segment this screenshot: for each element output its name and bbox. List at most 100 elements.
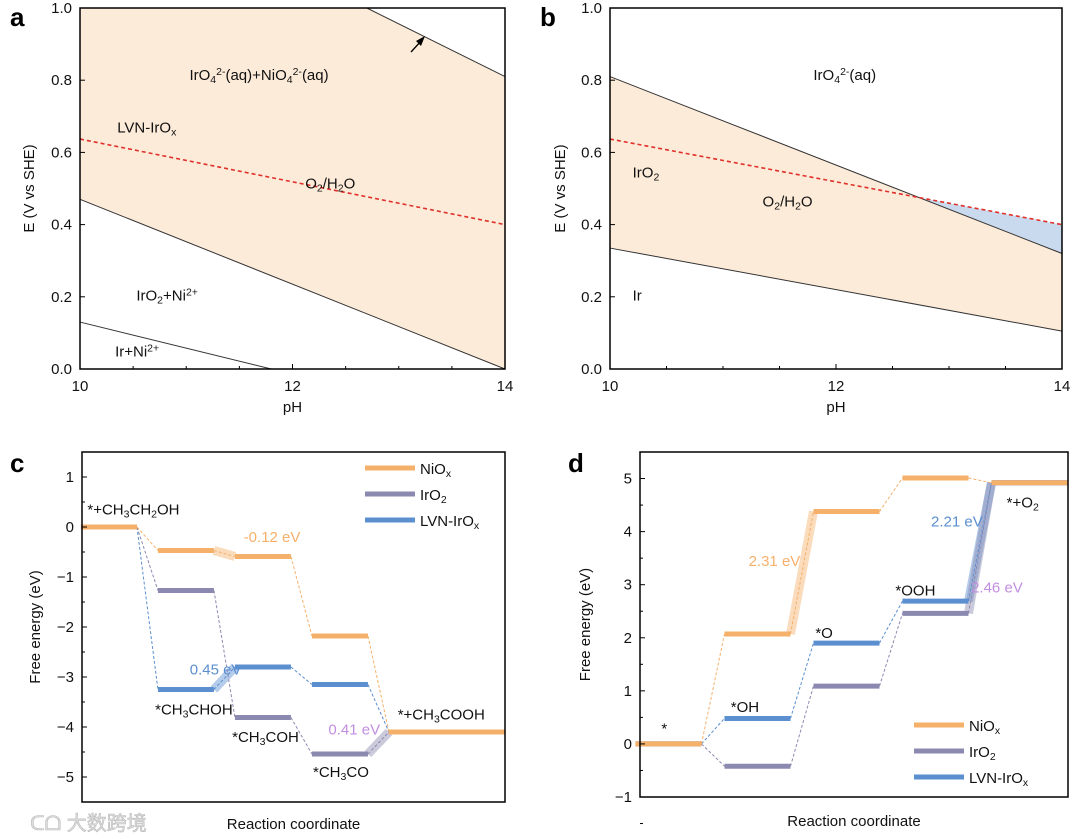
x-tick-label: 10 — [602, 378, 619, 395]
y-tick-label: 0.4 — [581, 217, 602, 234]
boundary-line — [609, 76, 1063, 254]
barrier-label: 2.21 eV — [931, 513, 983, 530]
connector-line — [213, 666, 236, 690]
plot-frame — [609, 7, 1063, 370]
intermediate-label: *+CH3CH2OH — [87, 502, 179, 521]
y-tick-label: 3 — [624, 577, 632, 594]
plot-frame — [639, 451, 1069, 798]
panel-letter: c — [10, 448, 24, 478]
boundary-line — [79, 198, 506, 370]
barrier-label: 2.31 eV — [749, 553, 801, 570]
y-tick-label: 0 — [66, 519, 74, 536]
arrow-head-icon — [416, 36, 425, 46]
y-tick-label: 0.6 — [581, 144, 602, 161]
connector-line — [879, 600, 903, 644]
connector-line — [290, 556, 313, 637]
y-tick-label: −3 — [57, 669, 74, 686]
legend-label: LVN-IrOx — [420, 513, 480, 532]
connector-line — [701, 718, 725, 745]
y-tick-label: 1.0 — [51, 0, 72, 17]
intermediate-label: *O — [815, 625, 833, 642]
boundary-line — [366, 7, 506, 78]
connector-line — [790, 642, 814, 719]
connector-line — [879, 613, 903, 687]
connector-line — [136, 526, 159, 591]
x-axis-label: Reaction coordinate — [787, 813, 920, 830]
intermediate-label: *OOH — [895, 582, 935, 599]
region-label: IrO2+Ni2+ — [136, 286, 198, 306]
y-tick-label: −4 — [57, 719, 74, 736]
x-axis-label: pH — [826, 399, 845, 416]
connector-line — [789, 511, 814, 635]
legend-label: LVN-IrOx — [969, 770, 1029, 789]
connector-line — [879, 477, 903, 512]
region-label: O2/H2O — [305, 176, 355, 195]
y-tick-label: 1 — [624, 683, 632, 700]
connector-line — [967, 482, 992, 614]
y-tick-label: 4 — [624, 524, 632, 541]
connector-line — [213, 590, 236, 718]
connector-line — [700, 633, 725, 745]
panel-letter: a — [10, 2, 25, 32]
y-tick-label: −2 — [57, 619, 74, 636]
y-axis-label: E (V vs SHE) — [21, 144, 38, 232]
region-label: IrO2 — [633, 165, 660, 184]
panel-letter: d — [568, 448, 584, 478]
barrier-label: 0.45 eV — [190, 662, 242, 679]
region-label: IrO42-(aq) — [813, 66, 876, 86]
y-tick-label: 1 — [66, 469, 74, 486]
legend-label: IrO2 — [420, 487, 447, 506]
intermediate-label: *CH3CO — [313, 764, 369, 783]
y-tick-label: 0.6 — [51, 144, 72, 161]
region-label: Ir+Ni2+ — [115, 342, 159, 360]
y-tick-label: 0.2 — [581, 289, 602, 306]
panel-c: c -0.12 eV 0.45 eV 0.41 eV *+CH3CH2OH *CH3CHO… — [10, 448, 506, 833]
y-tick-label: −1 — [57, 569, 74, 586]
y-tick-label: 0 — [624, 736, 632, 753]
x-axis-label: Reaction coordinate — [227, 816, 360, 833]
intermediate-label: *CH3COH — [232, 729, 299, 748]
connector-line — [290, 666, 313, 685]
y-tick-label: 0.0 — [51, 361, 72, 378]
connector-line — [136, 526, 159, 690]
intermediate-label: *+CH3COOH — [398, 707, 485, 726]
region-label: O2/H2O — [763, 194, 813, 213]
y-tick-label: 0.2 — [51, 289, 72, 306]
y-tick-label: 0.0 — [581, 361, 602, 378]
barrier-label: -0.12 eV — [244, 529, 301, 546]
legend-label: NiOx — [969, 718, 1001, 737]
plot-frame — [81, 451, 506, 803]
y-tick-label: 2 — [624, 630, 632, 647]
connector-line — [367, 731, 390, 755]
connector-line — [367, 684, 390, 733]
connector-line — [213, 550, 236, 557]
y-tick-label: 0.4 — [51, 217, 72, 234]
stability-region-fill — [80, 8, 505, 369]
y-axis-label: Free energy (eV) — [577, 568, 594, 681]
connector-line — [968, 477, 992, 484]
barrier-label: 2.46 eV — [971, 580, 1023, 597]
connector-line — [701, 743, 725, 767]
connector-line — [367, 635, 390, 733]
x-tick-label: 12 — [828, 378, 845, 395]
o2-h2o-line — [79, 138, 506, 226]
region-label: IrO42-(aq)+NiO42-(aq) — [189, 66, 328, 86]
region-label: Ir — [633, 287, 642, 304]
x-tick-label: 14 — [497, 378, 514, 395]
panel-b: b IrO42-(aq) IrO2 O2/H2O Ir 10 12 14 0.0 0.2 0.4 0.… — [540, 0, 1070, 416]
region-label: LVN-IrOx — [117, 120, 177, 139]
y-tick-label: 0.8 — [51, 72, 72, 89]
connector-line — [789, 685, 814, 767]
legend-label: IrO2 — [969, 744, 996, 763]
intermediate-label: *+O2 — [1007, 495, 1039, 514]
panel-d: d 2.31 eV 2.21 eV 2.46 eV * *OH *O *OOH *+O2 NiOx… — [568, 448, 1069, 830]
boundary-line — [609, 247, 1063, 332]
intermediate-label: *CH3CHOH — [155, 702, 233, 721]
intermediate-label: * — [661, 720, 667, 737]
panel-letter: b — [540, 2, 556, 32]
panel-a: a IrO42-(aq)+NiO42-(aq) LVN-IrOx O2/H2O IrO2… — [10, 0, 513, 416]
legend-label: NiOx — [420, 461, 452, 480]
y-axis-label: E (V vs SHE) — [552, 144, 569, 232]
connector-line — [136, 526, 159, 551]
